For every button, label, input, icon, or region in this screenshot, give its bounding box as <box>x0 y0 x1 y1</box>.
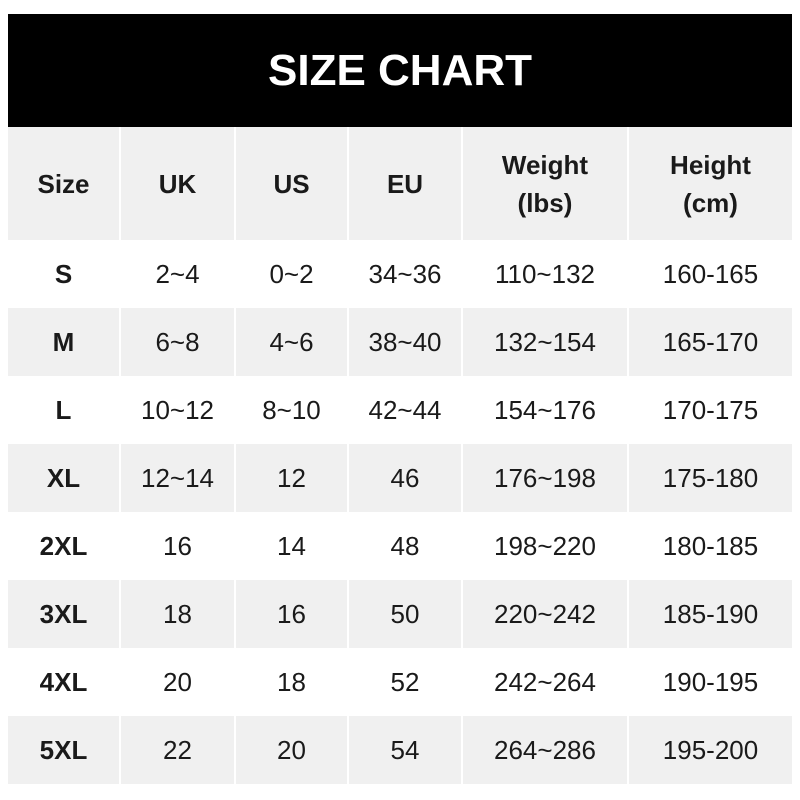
table-cell: 46 <box>347 444 462 512</box>
column-header: Size <box>8 127 120 240</box>
size-chart: SIZE CHART Size UK US EU Weight (lbs) Height … <box>8 14 792 784</box>
table-cell: 8~10 <box>234 376 348 444</box>
table-cell: 14 <box>234 512 348 580</box>
size-cell: XL <box>8 444 120 512</box>
table-cell: 180-185 <box>627 512 792 580</box>
table-cell: 195-200 <box>627 716 792 784</box>
column-header: Height (cm) <box>627 127 792 240</box>
table-cell: 18 <box>234 648 348 716</box>
table-cell: 165-170 <box>627 308 792 376</box>
table-row: 4XL 20 18 52 242~264 190-195 <box>8 648 792 716</box>
table-row: S 2~4 0~2 34~36 110~132 160-165 <box>8 240 792 308</box>
table-cell: 242~264 <box>461 648 628 716</box>
table-cell: 18 <box>119 580 235 648</box>
table-cell: 198~220 <box>461 512 628 580</box>
size-cell: 4XL <box>39 666 88 697</box>
table-cell: 190-195 <box>627 648 792 716</box>
table-row: M 6~8 4~6 38~40 132~154 165-170 <box>8 308 792 376</box>
column-header: UK <box>119 127 235 240</box>
table-cell: 10~12 <box>119 376 235 444</box>
table-row: 2XL 16 14 48 198~220 180-185 <box>8 512 792 580</box>
size-cell: 5XL <box>8 716 120 784</box>
table-cell: 110~132 <box>461 240 628 308</box>
table-cell: 220~242 <box>461 580 628 648</box>
table-cell: 42~44 <box>347 376 462 444</box>
table-cell: 4~6 <box>234 308 348 376</box>
table-cell: 154~176 <box>461 376 628 444</box>
table-cell: 132~154 <box>461 308 628 376</box>
table-cell: 12 <box>234 444 348 512</box>
table-cell: 48 <box>347 512 462 580</box>
table-cell: 22 <box>119 716 235 784</box>
size-table: Size UK US EU Weight (lbs) Height (cm) S 2~4 0~… <box>8 127 792 784</box>
table-cell: 0~2 <box>234 240 348 308</box>
table-row: 5XL 22 20 54 264~286 195-200 <box>8 716 792 784</box>
table-cell: 50 <box>347 580 462 648</box>
table-row: 3XL 18 16 50 220~242 185-190 <box>8 580 792 648</box>
table-cell: 175-180 <box>627 444 792 512</box>
table-cell: 170-175 <box>627 376 792 444</box>
table-cell: 16 <box>234 580 348 648</box>
column-header: EU <box>347 127 462 240</box>
table-cell: 160-165 <box>627 240 792 308</box>
size-cell: L <box>55 394 72 425</box>
header-row: Size UK US EU Weight (lbs) Height (cm) <box>8 127 792 240</box>
chart-title: SIZE CHART <box>8 14 792 127</box>
table-cell: 6~8 <box>119 308 235 376</box>
table-cell: 185-190 <box>627 580 792 648</box>
size-cell: 2XL <box>39 530 88 561</box>
table-row: XL 12~14 12 46 176~198 175-180 <box>8 444 792 512</box>
table-cell: 16 <box>119 512 235 580</box>
size-cell: 3XL <box>8 580 120 648</box>
table-cell: 264~286 <box>461 716 628 784</box>
column-header: US <box>234 127 348 240</box>
table-cell: 52 <box>347 648 462 716</box>
table-cell: 20 <box>234 716 348 784</box>
table-cell: 12~14 <box>119 444 235 512</box>
column-header: Weight (lbs) <box>461 127 628 240</box>
table-cell: 176~198 <box>461 444 628 512</box>
size-cell: S <box>54 258 73 289</box>
table-row: L 10~12 8~10 42~44 154~176 170-175 <box>8 376 792 444</box>
size-cell: M <box>8 308 120 376</box>
table-cell: 54 <box>347 716 462 784</box>
table-cell: 2~4 <box>119 240 235 308</box>
table-cell: 20 <box>119 648 235 716</box>
table-cell: 34~36 <box>347 240 462 308</box>
table-cell: 38~40 <box>347 308 462 376</box>
